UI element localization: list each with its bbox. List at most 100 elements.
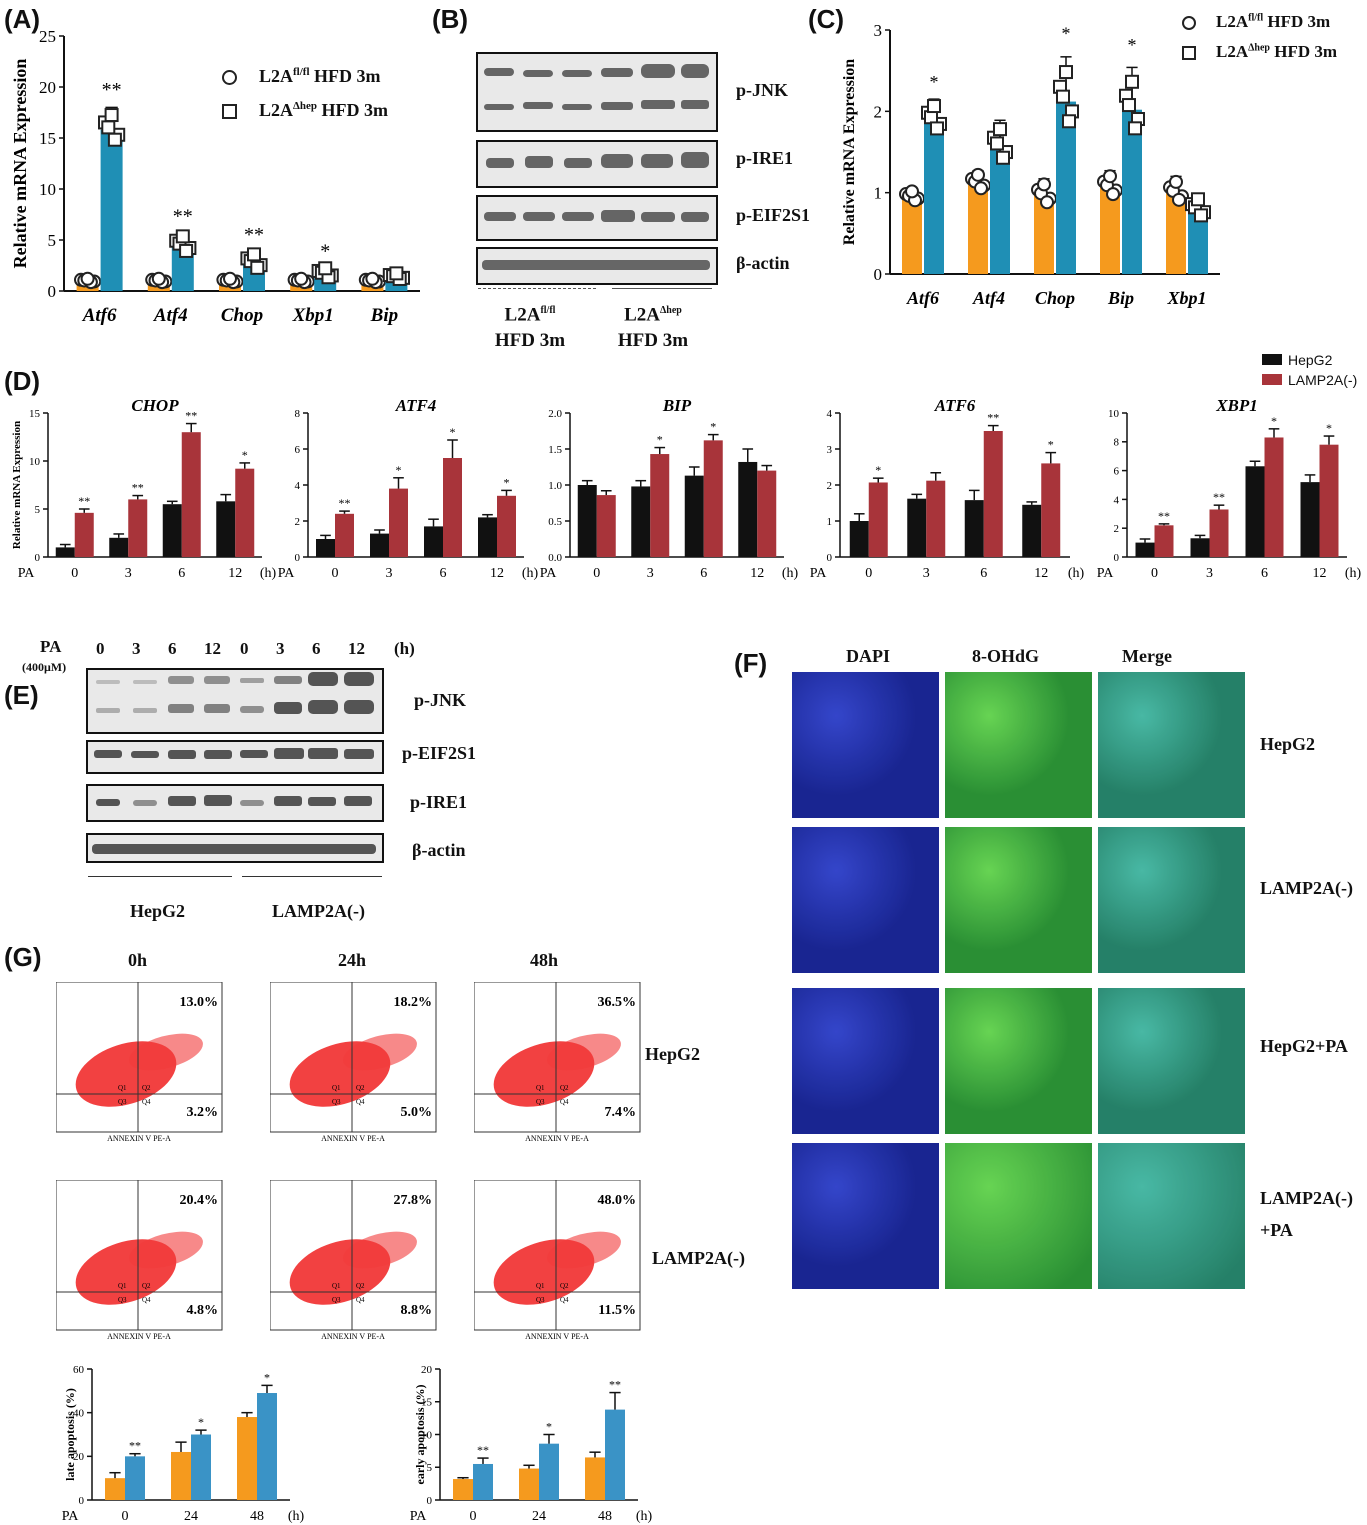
blot-b-group-line-1 — [478, 288, 596, 289]
micrograph-tile — [1098, 988, 1245, 1134]
data-point-circle — [1169, 174, 1183, 189]
bar — [100, 129, 123, 291]
flow-time-48h: 48h — [530, 950, 559, 970]
quadrant-label: Q2 — [560, 1084, 569, 1092]
bar — [109, 537, 129, 557]
panel-label-c: (C) — [808, 4, 845, 34]
early-percent: 8.8% — [401, 1303, 433, 1318]
square-marker-icon — [222, 104, 237, 120]
data-point-square — [247, 247, 261, 262]
event-cloud — [129, 1231, 203, 1269]
x-axis-label: ANNEXIN V PE-A — [107, 1134, 171, 1142]
data-point-circle — [80, 271, 95, 286]
bar — [1319, 444, 1339, 557]
chart-d-atf4: 0 2 4 6 8 ** 0 * 3 * 6 * 12 ATF4 PA (h) — [278, 396, 539, 581]
legend-c: L2Afl/fl HFD 3m L2AΔhep HFD 3m — [1182, 12, 1337, 62]
bar — [1188, 208, 1208, 274]
chart-title: ATF4 — [395, 396, 437, 415]
x-tick-label: 12 — [490, 566, 504, 581]
quadrant-label: Q2 — [356, 1084, 365, 1092]
bar — [237, 1417, 257, 1500]
quadrant-label: Q1 — [118, 1282, 127, 1290]
y-tick-label: 15 — [29, 408, 41, 420]
x-tick-label: 3 — [923, 566, 930, 581]
data-point-square — [1191, 192, 1205, 207]
data-point-circle — [1040, 195, 1054, 210]
data-point-circle — [974, 181, 988, 196]
micrograph-tile — [1098, 672, 1245, 818]
x-tick-label: 0 — [332, 566, 339, 581]
micro-row-lamp2a: LAMP2A(-) — [1260, 878, 1353, 898]
flow-row-lamp2a: LAMP2A(-) — [652, 1248, 745, 1268]
y-tick-label: 60 — [73, 1364, 85, 1376]
data-point-square — [996, 150, 1010, 165]
blot-b-group-2: L2AΔhep HFD 3m — [617, 304, 689, 352]
x-tick-label: Atf6 — [82, 305, 117, 326]
bar — [1190, 538, 1210, 557]
significance-label: * — [875, 463, 881, 477]
x-axis-label: ANNEXIN V PE-A — [525, 1134, 589, 1142]
bar — [738, 461, 758, 557]
significance-label: * — [264, 1370, 270, 1384]
legend-d: HepG2 LAMP2A(-) — [1262, 352, 1357, 388]
bar — [473, 1463, 493, 1500]
y-axis-label: Relative mRNA Expression — [10, 59, 30, 269]
early-percent: 7.4% — [605, 1105, 637, 1120]
data-point-square — [318, 261, 333, 276]
blot-e-conc-label: (400μM) — [22, 660, 67, 674]
significance-label: * — [450, 425, 456, 439]
bar — [1154, 525, 1174, 557]
blot-e-group-1: HepG2 — [130, 901, 186, 921]
significance-label: ** — [339, 496, 351, 510]
legend-c-ctrl: L2Afl/fl HFD 3m — [1182, 12, 1337, 42]
event-cloud — [547, 1033, 621, 1071]
data-point-circle — [294, 271, 309, 286]
significance-label: ** — [1213, 490, 1225, 504]
bar — [370, 533, 389, 557]
data-point-circle — [971, 167, 985, 182]
x-axis-label: ANNEXIN V PE-A — [321, 1332, 385, 1340]
significance-label: ** — [102, 79, 122, 101]
significance-label: * — [1048, 438, 1054, 452]
bar — [1056, 101, 1076, 274]
x-tick-label: 3 — [647, 566, 654, 581]
significance-label: ** — [78, 494, 90, 508]
data-point-square — [389, 266, 404, 281]
data-point-square — [101, 120, 116, 135]
data-point-square — [1194, 208, 1208, 223]
late-percent: 27.8% — [394, 1193, 433, 1208]
pa-label: PA — [1097, 566, 1115, 581]
red-swatch-icon — [1262, 374, 1282, 385]
data-point-circle — [905, 184, 919, 199]
significance-label: * — [320, 240, 330, 262]
y-tick-label: 1.5 — [548, 444, 562, 456]
significance-label: * — [1062, 24, 1071, 44]
bar — [1166, 192, 1186, 274]
bar — [171, 1451, 191, 1500]
y-tick-label: 0 — [427, 1495, 433, 1507]
y-tick-label: 20 — [73, 1451, 85, 1463]
blot-b-pire1 — [476, 140, 718, 188]
x-tick-label: Chop — [1035, 288, 1075, 308]
flow-time-24h: 24h — [338, 950, 367, 970]
y-tick-label: 5 — [48, 231, 57, 250]
chart-a: 0 5 10 15 20 25 ** Atf6 ** Atf4 ** Chop * Xbp1 Bip Rela… — [10, 27, 420, 326]
legend-d-lamp2a: LAMP2A(-) — [1262, 372, 1357, 388]
data-point-square — [175, 229, 190, 244]
y-tick-label: 4 — [1114, 494, 1120, 506]
micrograph-tile — [792, 827, 939, 973]
bar — [1034, 195, 1054, 274]
quadrant-label: Q3 — [332, 1098, 341, 1106]
plot-frame — [56, 1180, 223, 1331]
bar — [964, 500, 984, 557]
plot-frame — [270, 982, 437, 1133]
data-point-square — [179, 243, 194, 258]
bar — [257, 1393, 277, 1500]
bar — [443, 458, 462, 557]
quadrant-label: Q4 — [560, 1296, 569, 1304]
quadrant-label: Q3 — [536, 1098, 545, 1106]
